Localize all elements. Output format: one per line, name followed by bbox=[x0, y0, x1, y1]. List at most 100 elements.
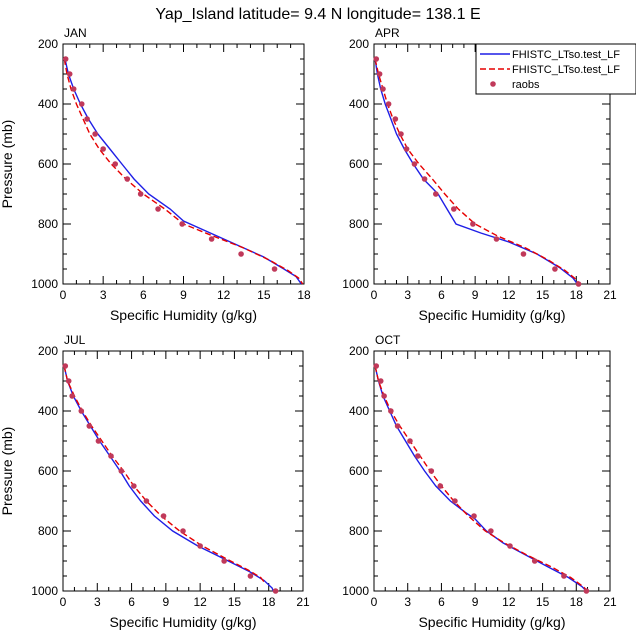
y-tick-label: 1000 bbox=[342, 584, 369, 598]
x-tick-label: 9 bbox=[180, 288, 187, 302]
raobs-point bbox=[69, 393, 75, 399]
raobs-point bbox=[552, 266, 558, 272]
raobs-point bbox=[493, 236, 500, 242]
x-axis-label: Specific Humidity (g/kg) bbox=[418, 307, 565, 323]
raobs-point bbox=[583, 588, 590, 594]
x-tick-label: 12 bbox=[502, 595, 516, 609]
x-tick-label: 21 bbox=[296, 595, 310, 609]
series-line-dashed bbox=[63, 365, 266, 584]
x-axis-label: Specific Humidity (g/kg) bbox=[110, 307, 257, 323]
raobs-point bbox=[208, 236, 215, 242]
raobs-point bbox=[70, 86, 77, 92]
y-tick-label: 800 bbox=[349, 217, 369, 231]
raobs-point bbox=[179, 221, 185, 227]
x-tick-label: 21 bbox=[603, 595, 617, 609]
y-tick-label: 200 bbox=[38, 344, 58, 358]
raobs-point bbox=[118, 468, 125, 474]
raobs-point bbox=[381, 393, 387, 399]
x-tick-label: 9 bbox=[163, 595, 170, 609]
panel-title: OCT bbox=[375, 333, 401, 347]
raobs-point bbox=[95, 438, 102, 444]
series-line-solid bbox=[63, 365, 274, 592]
x-tick-label: 15 bbox=[536, 288, 550, 302]
raobs-point bbox=[137, 191, 144, 197]
series-line-dashed bbox=[374, 365, 588, 592]
raobs-point bbox=[84, 116, 90, 122]
x-tick-label: 6 bbox=[438, 288, 445, 302]
y-tick-label: 800 bbox=[38, 217, 58, 231]
panel-title: JUL bbox=[64, 333, 86, 347]
y-axis-label: Pressure (mb) bbox=[0, 120, 15, 209]
raobs-point bbox=[66, 71, 73, 77]
raobs-point bbox=[143, 498, 150, 504]
y-tick-label: 1000 bbox=[31, 584, 58, 598]
y-tick-label: 200 bbox=[349, 37, 369, 51]
x-tick-label: 18 bbox=[297, 288, 311, 302]
raobs-point bbox=[272, 588, 279, 594]
y-tick-label: 1000 bbox=[342, 277, 369, 291]
legend-marker bbox=[490, 81, 496, 87]
raobs-point bbox=[238, 251, 244, 257]
raobs-point bbox=[471, 513, 477, 519]
raobs-point bbox=[421, 176, 428, 182]
raobs-point bbox=[450, 206, 457, 212]
x-tick-label: 18 bbox=[570, 288, 584, 302]
x-tick-label: 0 bbox=[371, 595, 378, 609]
raobs-point bbox=[452, 498, 458, 504]
x-tick-label: 6 bbox=[438, 595, 445, 609]
raobs-point bbox=[394, 423, 401, 429]
x-tick-label: 21 bbox=[603, 288, 617, 302]
legend-label: raobs bbox=[512, 79, 540, 91]
plot-frame bbox=[62, 43, 305, 285]
raobs-point bbox=[531, 558, 538, 564]
raobs-point bbox=[380, 86, 386, 92]
raobs-point bbox=[160, 513, 167, 519]
x-tick-label: 15 bbox=[536, 595, 550, 609]
raobs-point bbox=[433, 191, 439, 197]
series-line-solid bbox=[374, 365, 587, 592]
series-line-dashed bbox=[63, 58, 304, 285]
raobs-point bbox=[488, 528, 494, 534]
raobs-point bbox=[78, 408, 85, 414]
y-tick-label: 200 bbox=[349, 344, 369, 358]
raobs-point bbox=[507, 543, 513, 549]
raobs-point bbox=[197, 543, 203, 549]
x-tick-label: 3 bbox=[404, 288, 411, 302]
x-tick-label: 18 bbox=[262, 595, 276, 609]
x-tick-label: 3 bbox=[94, 595, 101, 609]
raobs-point bbox=[112, 161, 119, 167]
x-tick-label: 3 bbox=[404, 595, 411, 609]
raobs-point bbox=[428, 468, 435, 474]
raobs-point bbox=[247, 573, 254, 579]
legend-label: FHISTC_LTso.test_LF bbox=[512, 64, 620, 76]
series-line-dashed bbox=[374, 58, 581, 285]
x-tick-label: 0 bbox=[60, 595, 67, 609]
raobs-point bbox=[373, 56, 380, 62]
panel-title: APR bbox=[375, 26, 400, 40]
raobs-point bbox=[86, 423, 93, 429]
x-tick-label: 15 bbox=[257, 288, 271, 302]
raobs-point bbox=[373, 363, 380, 369]
raobs-point bbox=[561, 573, 567, 579]
x-tick-label: 15 bbox=[228, 595, 242, 609]
y-tick-label: 600 bbox=[349, 464, 369, 478]
x-tick-label: 0 bbox=[371, 288, 378, 302]
y-tick-label: 800 bbox=[38, 524, 58, 538]
y-tick-label: 600 bbox=[349, 157, 369, 171]
panel-title: JAN bbox=[64, 26, 87, 40]
raobs-point bbox=[407, 438, 413, 444]
x-tick-label: 6 bbox=[128, 595, 135, 609]
raobs-point bbox=[388, 408, 394, 414]
plot-frame bbox=[373, 350, 611, 592]
raobs-point bbox=[415, 453, 421, 459]
raobs-point bbox=[385, 101, 392, 107]
raobs-point bbox=[411, 161, 418, 167]
legend: FHISTC_LTso.test_LF FHISTC_LTso.test_LFra… bbox=[475, 43, 636, 95]
figure-title: Yap_Island latitude= 9.4 N longitude= 13… bbox=[155, 6, 480, 23]
legend-label: FHISTC_LTso.test_LF bbox=[512, 49, 620, 61]
